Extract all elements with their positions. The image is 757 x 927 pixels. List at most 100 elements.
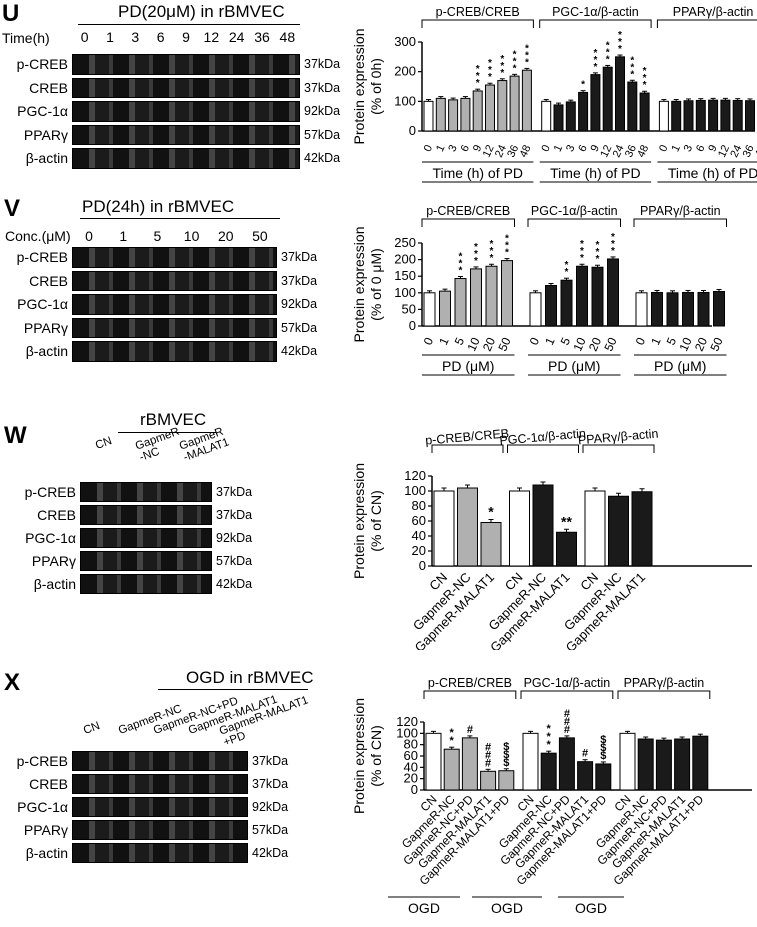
ogd-label: OGD xyxy=(491,900,523,916)
blot-title: rBMVEC xyxy=(140,410,207,429)
x-axis-label: Time (h) of PD xyxy=(668,165,757,181)
x-tick-label: 24 xyxy=(611,143,627,159)
significance-mark: # xyxy=(485,741,491,753)
y-axis-label: (% of CN) xyxy=(368,725,384,786)
y-tick-label: 20 xyxy=(412,543,426,558)
significance-mark: * xyxy=(505,234,509,245)
bar xyxy=(607,258,619,327)
title-underline xyxy=(118,432,216,433)
group-bracket xyxy=(431,444,504,453)
significance-mark: * xyxy=(611,232,615,243)
blot-band xyxy=(80,482,212,502)
panel-letter: U xyxy=(2,0,20,27)
ogd-label: OGD xyxy=(408,900,440,916)
x-tick-label: 1 xyxy=(648,335,664,347)
molecular-weight-label: 37kDa xyxy=(304,57,341,71)
group-bracket xyxy=(421,218,515,227)
blot-band xyxy=(72,317,277,338)
condition-label: CN xyxy=(81,720,102,737)
x-tick-label: 1 xyxy=(542,335,558,347)
significance-mark: * xyxy=(581,80,585,91)
y-tick-label: 100 xyxy=(394,285,416,300)
significance-mark: $ xyxy=(503,741,509,753)
x-tick-label: 0 xyxy=(633,335,649,347)
bar xyxy=(619,732,636,791)
significance-mark: * xyxy=(547,731,552,743)
group-label: PGC-1α/β-actin xyxy=(552,5,639,19)
bar xyxy=(635,292,648,327)
group-label: PPARγ/β-actin xyxy=(624,676,705,690)
bar-chart-v: Protein expression (% of 0 μM)05010015020… xyxy=(351,204,727,376)
blot-row-label: p-CREB xyxy=(16,753,68,769)
bar xyxy=(713,290,725,327)
significance-mark: * xyxy=(513,49,517,60)
condition-label: 5 xyxy=(153,228,162,244)
bar xyxy=(631,491,653,567)
significance-mark: * xyxy=(488,65,492,76)
x-tick-label: 12 xyxy=(481,143,497,159)
x-tick-label: 12 xyxy=(716,143,732,159)
bar xyxy=(556,531,577,567)
bar xyxy=(497,80,508,132)
panel-x: X OGD in rBMVEC Protein expression (% of … xyxy=(0,665,757,927)
significance-mark: * xyxy=(459,252,463,263)
bar xyxy=(745,100,755,132)
y-tick-label: 100 xyxy=(394,93,416,108)
bar xyxy=(498,770,515,791)
molecular-weight-label: 57kDa xyxy=(304,127,341,142)
molecular-weight-label: 92kDa xyxy=(281,297,318,311)
x-tick-label: 20 xyxy=(586,335,604,353)
x-tick-label: 6 xyxy=(694,143,707,154)
x-tick-label: 20 xyxy=(480,335,498,353)
blot-band xyxy=(72,751,248,771)
bar xyxy=(666,292,679,327)
significance-mark: * xyxy=(565,267,569,278)
condition-label: 50 xyxy=(252,228,268,244)
y-axis-label: Protein expression xyxy=(351,227,367,343)
blot-row-label: PGC-1α xyxy=(17,296,68,312)
x-tick-label: 3 xyxy=(682,143,695,154)
blot-row-label: β-actin xyxy=(25,150,68,166)
significance-mark: * xyxy=(606,47,610,58)
y-tick-label: 0 xyxy=(409,123,416,138)
x-tick-label: 9 xyxy=(706,143,719,154)
x-tick-label: 0 xyxy=(422,143,435,154)
blot-row-label: CREB xyxy=(29,776,68,792)
significance-mark: * xyxy=(580,239,584,250)
significance-mark: * xyxy=(547,739,552,751)
molecular-weight-label: 42kDa xyxy=(281,344,318,358)
significance-mark: # xyxy=(467,724,473,736)
x-axis-label: PD (μM) xyxy=(654,358,706,374)
blot-title: PD(24h) in rBMVEC xyxy=(82,197,235,216)
molecular-weight-label: 57kDa xyxy=(252,823,289,837)
bar xyxy=(480,522,502,567)
condition-label: 6 xyxy=(156,29,165,45)
molecular-weight-label: 42kDa xyxy=(304,151,341,165)
group-bracket xyxy=(539,19,652,28)
y-axis-label: Protein expression xyxy=(351,698,367,814)
condition-label: Conc.(μM) xyxy=(5,228,71,244)
significance-mark: * xyxy=(505,241,509,252)
significance-mark: * xyxy=(611,239,615,250)
group-bracket xyxy=(421,19,534,28)
panel-letter: W xyxy=(4,422,27,449)
significance-mark: * xyxy=(643,66,647,77)
y-tick-label: 300 xyxy=(394,34,416,49)
significance-mark: * xyxy=(630,69,634,80)
condition-label: 1 xyxy=(106,29,114,45)
significance-mark: * xyxy=(500,54,504,65)
blot-band xyxy=(80,528,212,548)
significance-mark: # xyxy=(564,708,570,720)
significance-mark: * xyxy=(593,55,597,66)
significance-mark: * xyxy=(476,64,480,75)
bar xyxy=(529,292,542,327)
bar xyxy=(532,484,554,567)
x-tick-label: 9 xyxy=(589,143,602,154)
y-tick-label: 0 xyxy=(409,318,416,333)
bar xyxy=(584,490,606,567)
blot-row-label: β-actin xyxy=(33,576,76,592)
significance-mark: $ xyxy=(503,749,509,761)
significance-mark: * xyxy=(606,40,610,51)
y-tick-label: 200 xyxy=(394,252,416,267)
bar xyxy=(425,732,442,791)
